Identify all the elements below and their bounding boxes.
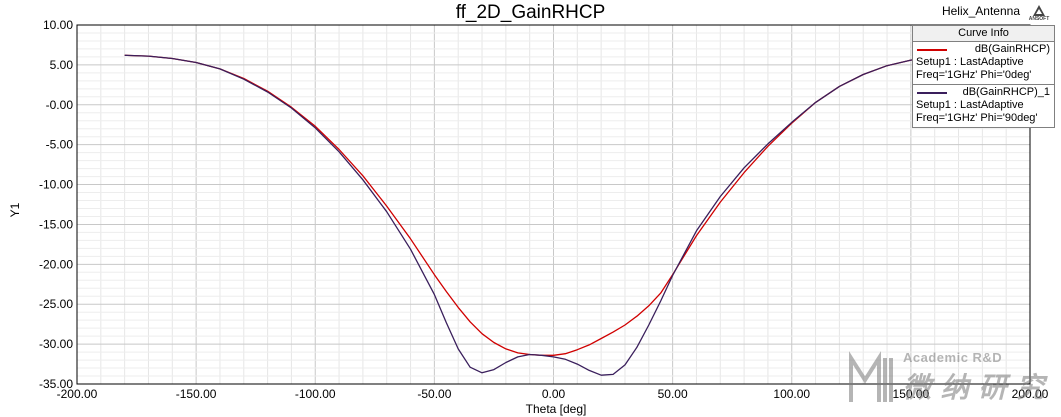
legend-heading: Curve Info (913, 26, 1054, 42)
x-tick-label: 150.00 (893, 387, 930, 401)
y-tick-label: -0.00 (46, 98, 74, 112)
legend-freq: Freq='1GHz' Phi='90deg' (916, 112, 1038, 124)
x-tick-label: 50.00 (658, 387, 688, 401)
y-tick-label: -35.00 (39, 377, 73, 391)
watermark: Academic R&D 微 纳 研 究 (845, 350, 1055, 410)
y-tick-label: 5.00 (50, 58, 74, 72)
y-tick-label: -20.00 (39, 257, 73, 271)
logo-text: ANSOFT (1028, 16, 1050, 22)
ansoft-logo: ANSOFT (1024, 4, 1054, 24)
curve-info-legend: Curve Info dB(GainRHCP) Setup1 : LastAda… (912, 25, 1055, 128)
y-tick-label: 10.00 (43, 18, 73, 32)
x-tick-label: -200.00 (57, 387, 98, 401)
y-tick-label: -10.00 (39, 178, 73, 192)
grid-lines (76, 24, 1031, 385)
y-tick-label: -15.00 (39, 217, 73, 231)
curves (124, 54, 983, 376)
x-tick-label: 100.00 (773, 387, 810, 401)
y-tick-label: -25.00 (39, 297, 73, 311)
tick-labels: -200.00 -150.00 -100.00 -50.00 0.00 50.00 100.… (39, 18, 1049, 401)
plot-frame (76, 24, 1031, 385)
legend-swatch (917, 49, 947, 51)
y-axis-label: Y1 (8, 202, 22, 217)
watermark-line2: 微 纳 研 究 (903, 371, 1045, 404)
y-tick-label: -5.00 (46, 138, 74, 152)
legend-freq: Freq='1GHz' Phi='0deg' (916, 69, 1032, 81)
project-name: Helix_Antenna (941, 4, 1020, 18)
y-tick-label: -30.00 (39, 337, 73, 351)
x-tick-label: -50.00 (417, 387, 451, 401)
series-line-2 (124, 54, 983, 376)
legend-entry[interactable]: dB(GainRHCP)_1 Setup1 : LastAdaptive Fre… (913, 85, 1054, 127)
x-axis-label: Theta [deg] (526, 402, 587, 416)
x-tick-label: 200.00 (1012, 387, 1049, 401)
legend-setup: Setup1 : LastAdaptive (916, 99, 1024, 111)
legend-entry[interactable]: dB(GainRHCP) Setup1 : LastAdaptive Freq=… (913, 42, 1054, 85)
legend-series-name: dB(GainRHCP) (974, 43, 1050, 55)
watermark-line1: Academic R&D (903, 350, 1003, 365)
legend-setup: Setup1 : LastAdaptive (916, 56, 1024, 68)
legend-series-name: dB(GainRHCP)_1 (962, 86, 1050, 98)
x-tick-label: 0.00 (542, 387, 566, 401)
legend-swatch (917, 92, 947, 94)
chart-title: ff_2D_GainRHCP (455, 2, 606, 23)
x-tick-label: -100.00 (295, 387, 336, 401)
x-tick-label: -150.00 (176, 387, 217, 401)
